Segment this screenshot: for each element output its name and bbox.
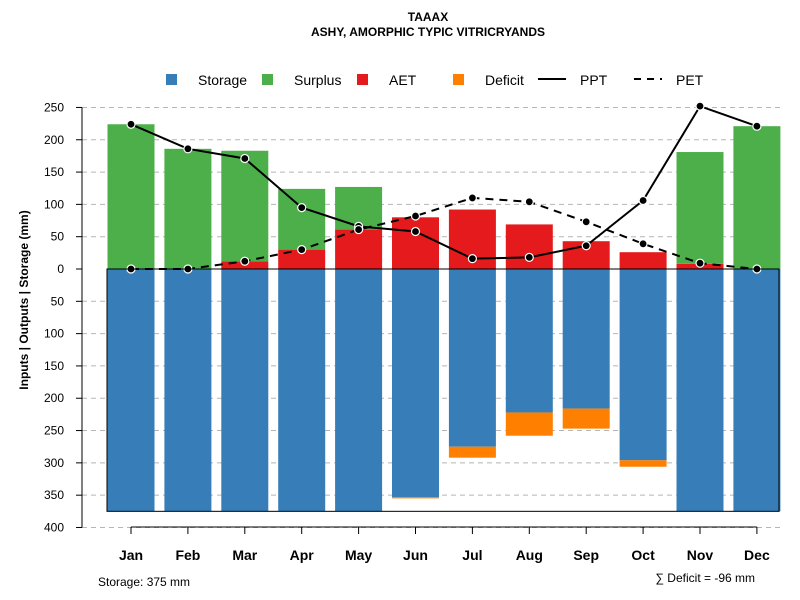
storage-bar (448, 269, 496, 447)
y-tick-label: 250 (44, 424, 64, 438)
legend-label-pet: PET (676, 72, 704, 88)
x-tick-label: Apr (290, 547, 315, 563)
legend-label-storage: Storage (198, 72, 247, 88)
aet-bar (505, 224, 553, 269)
storage-bar (164, 269, 212, 512)
pet-point (297, 245, 307, 255)
storage-bar (619, 269, 667, 461)
y-tick-label: 400 (44, 520, 64, 534)
legend-label-deficit: Deficit (485, 72, 524, 88)
storage-bar (278, 269, 326, 512)
pet-point (695, 258, 705, 268)
deficit-bar (562, 408, 610, 429)
storage-bar (221, 269, 269, 512)
surplus-bar (221, 150, 269, 262)
storage-bar (676, 269, 724, 512)
x-tick-label: Jun (403, 547, 428, 563)
y-tick-label: 150 (44, 359, 64, 373)
pet-point (410, 211, 421, 221)
surplus-bar (733, 126, 781, 270)
chart-title: TAAAX (408, 10, 448, 24)
chart-subtitle: ASHY, AMORPHIC TYPIC VITRICRYANDS (311, 25, 545, 39)
y-tick-label: 50 (51, 230, 65, 244)
ppt-point (297, 203, 307, 213)
aet-bar (619, 252, 667, 269)
y-tick-label: 100 (44, 327, 64, 341)
storage-frame (106, 268, 780, 512)
ppt-point (183, 144, 193, 154)
legend-label-ppt: PPT (580, 72, 608, 88)
deficit-bar (505, 412, 553, 436)
ppt-point (240, 153, 250, 164)
y-tick-label: 350 (44, 488, 64, 502)
pet-point (240, 256, 250, 266)
surplus-bar (107, 124, 155, 270)
surplus-bar (278, 188, 326, 250)
surplus-bar (164, 148, 212, 269)
legend-label-surplus: Surplus (294, 72, 341, 88)
storage-bar (107, 269, 155, 512)
x-tick-label: Sep (573, 547, 599, 563)
storage-note: Storage: 375 mm (98, 575, 190, 589)
ppt-point (581, 241, 591, 251)
y-tick-label: 200 (44, 391, 64, 405)
ppt-line (130, 104, 758, 260)
x-tick-label: Mar (232, 547, 257, 563)
bars (107, 124, 781, 512)
storage-bar (505, 269, 553, 413)
storage-bar (392, 269, 439, 498)
y-tick-label: 100 (44, 197, 64, 211)
deficit-bar (619, 460, 667, 467)
aet-bar (392, 217, 439, 269)
pet-line (131, 196, 758, 270)
deficit-note: ∑ Deficit = -96 mm (655, 571, 755, 585)
x-tick-label: Jul (462, 547, 482, 563)
storage-bar (562, 269, 610, 409)
x-tick-label: May (345, 547, 372, 563)
ppt-point (126, 119, 136, 129)
legend-swatch-deficit (453, 74, 464, 85)
pet-point (524, 197, 534, 207)
legend-swatch-storage (166, 74, 177, 85)
y-tick-label: 50 (51, 294, 65, 308)
points (126, 101, 762, 274)
aet-bar (278, 249, 326, 269)
ppt-point (467, 254, 477, 264)
x-tick-label: Aug (516, 547, 543, 563)
deficit-bar (392, 497, 439, 499)
deficit-bar (448, 446, 496, 458)
y-tick-label: 300 (44, 456, 64, 470)
x-tick-label: Dec (744, 547, 770, 563)
y-axis: 250 200 150 100 50 0 50 100 150 200 250 300 350 400 (44, 100, 83, 534)
legend-label-aet: AET (389, 72, 417, 88)
x-tick-label: Nov (687, 547, 714, 563)
pet-point (638, 239, 648, 249)
x-tick-label: Feb (175, 547, 200, 563)
legend-swatch-surplus (262, 74, 273, 85)
y-tick-label: 150 (44, 165, 64, 179)
ppt-point (695, 101, 705, 111)
legend-swatch-aet (357, 74, 368, 85)
x-axis: Jan Feb Mar Apr May Jun Jul Aug Sep Oct Nov Dec (119, 526, 770, 563)
x-tick-label: Oct (631, 547, 655, 563)
y-tick-label: 200 (44, 133, 64, 147)
ppt-point (752, 121, 762, 131)
ppt-point (410, 226, 421, 237)
ppt-point (524, 252, 534, 262)
storage-bar (733, 269, 781, 512)
y-tick-label: 0 (57, 262, 64, 276)
y-tick-label: 250 (44, 100, 64, 114)
lines (130, 104, 758, 270)
legend: Storage Surplus AET Deficit PPT PET (166, 72, 704, 88)
surplus-bar (676, 152, 724, 264)
pet-point (581, 217, 591, 227)
x-tick-label: Jan (119, 547, 143, 563)
storage-bar (335, 269, 383, 512)
pet-point (467, 193, 477, 203)
y-axis-label: Inputs | Outputs | Storage (mm) (17, 210, 31, 389)
ppt-point (638, 195, 648, 206)
pet-point (354, 224, 364, 235)
